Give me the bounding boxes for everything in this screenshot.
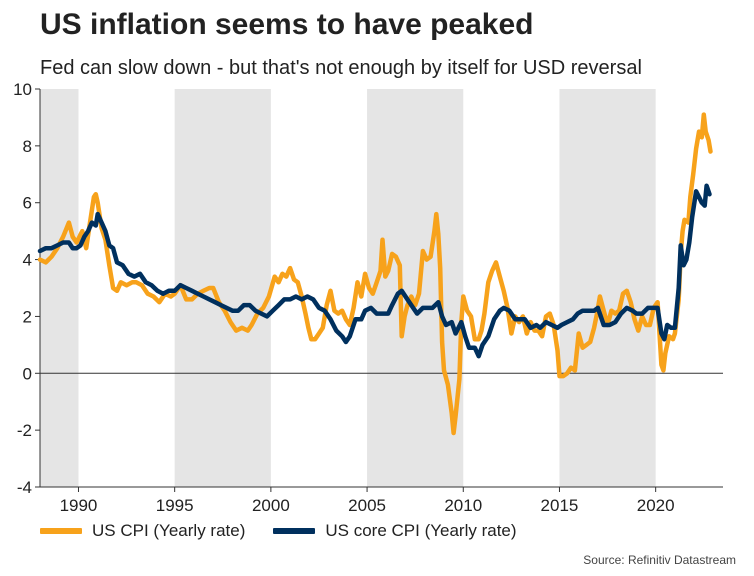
series-lines — [37, 112, 713, 436]
legend-item-us-core-cpi: US core CPI (Yearly rate) — [273, 521, 517, 541]
x-tick-label: 2000 — [252, 496, 290, 515]
y-tick-label: 6 — [23, 194, 32, 213]
legend-swatch-us-cpi — [40, 528, 82, 534]
x-tick-label: 1990 — [60, 496, 98, 515]
y-tick-label: 4 — [23, 251, 32, 270]
tick-labels: -4 -2 0 2 4 6 8 10 1990 1995 2000 2005 2010 2015 2020 — [13, 80, 674, 515]
shaded-period-3 — [559, 89, 656, 487]
y-tick-label: 0 — [23, 364, 32, 383]
x-tick-label: 2020 — [637, 496, 675, 515]
legend: US CPI (Yearly rate) US core CPI (Yearly… — [40, 521, 545, 541]
chart-title: US inflation seems to have peaked — [40, 8, 534, 41]
chart-subtitle: Fed can slow down - but that's not enoug… — [40, 57, 642, 79]
us-core-cpi-line — [37, 183, 712, 359]
y-tick-label: -2 — [17, 421, 32, 440]
y-tick-label: -4 — [17, 478, 32, 497]
shaded-periods — [40, 89, 656, 487]
shaded-period-0 — [40, 89, 79, 487]
source-note: Source: Refinitiv Datastream — [583, 553, 736, 567]
axes — [35, 88, 723, 492]
x-tick-label: 2015 — [541, 496, 579, 515]
x-tick-label: 2010 — [444, 496, 482, 515]
y-tick-label: 8 — [23, 137, 32, 156]
x-tick-label: 2005 — [348, 496, 386, 515]
legend-label-us-cpi: US CPI (Yearly rate) — [92, 521, 246, 540]
legend-swatch-us-core-cpi — [273, 528, 316, 534]
y-tick-label: 2 — [23, 307, 32, 326]
y-tick-label: 10 — [13, 80, 32, 99]
legend-label-us-core-cpi: US core CPI (Yearly rate) — [325, 521, 517, 540]
shaded-period-2 — [367, 89, 464, 487]
legend-item-us-cpi: US CPI (Yearly rate) — [40, 521, 245, 541]
x-tick-label: 1995 — [156, 496, 194, 515]
